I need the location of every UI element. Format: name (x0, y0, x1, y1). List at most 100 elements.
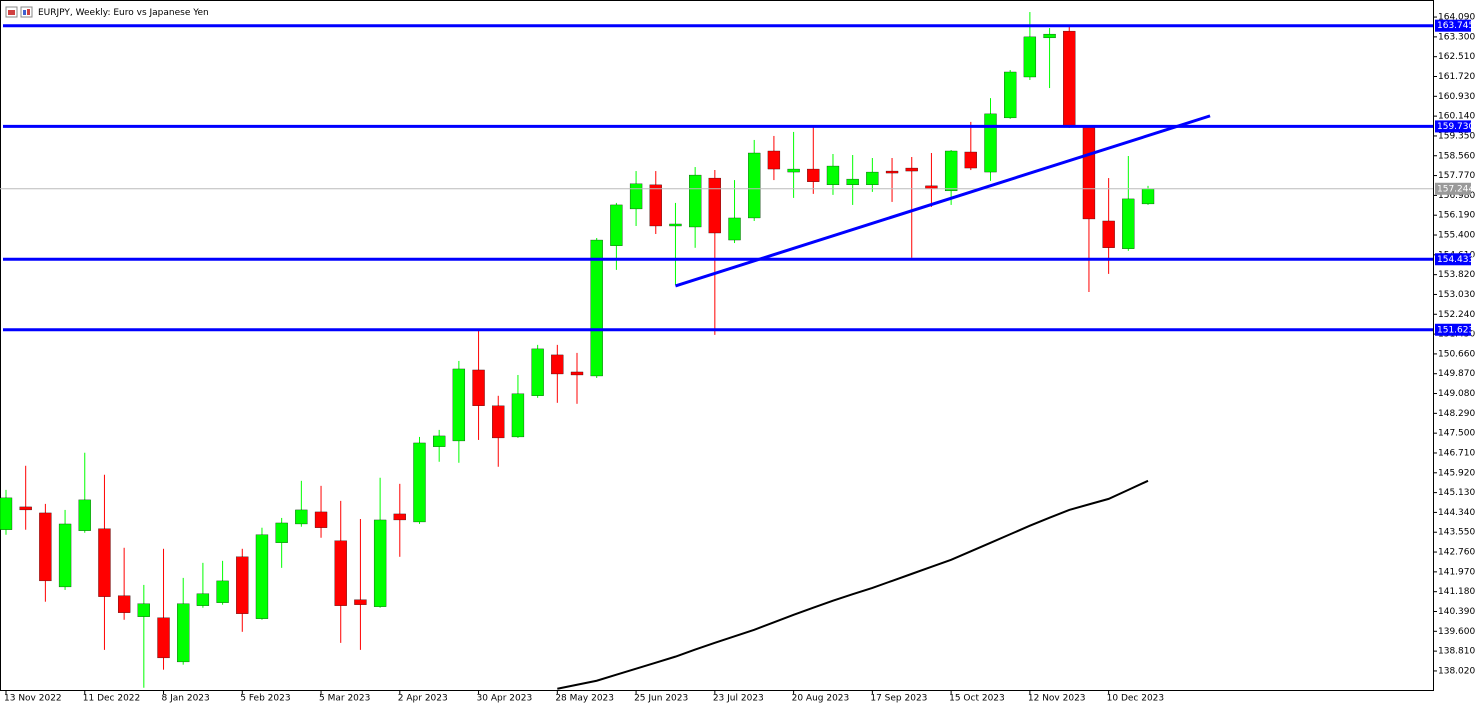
candle-body (492, 405, 505, 439)
candle-body (944, 150, 958, 192)
candle-body (19, 506, 32, 511)
candle-body (984, 113, 997, 173)
icon (20, 6, 33, 18)
plot-frame (0, 0, 1434, 691)
y-tick-label: 144.340 (1438, 508, 1475, 518)
candle-body (216, 580, 229, 603)
y-tick-label: 143.550 (1438, 528, 1475, 538)
x-tick-label: 15 Oct 2023 (949, 694, 1005, 704)
candle-body (1122, 198, 1135, 249)
x-tick-label: 5 Feb 2023 (240, 694, 290, 704)
candle-body (1004, 71, 1017, 119)
candle-body (433, 435, 446, 447)
moving-average (557, 479, 1149, 690)
y-tick-label: 163.300 (1438, 32, 1475, 42)
icon (23, 10, 26, 15)
candle-body (78, 499, 91, 531)
y-tick-label: 160.930 (1438, 92, 1475, 102)
symbol-icons (5, 6, 33, 18)
y-tick-label: 140.390 (1438, 607, 1475, 617)
level-label: 163.745 (1437, 21, 1474, 31)
candle-body (0, 497, 13, 530)
candle-body (98, 528, 111, 597)
candle-body (885, 170, 899, 174)
candle-body (570, 371, 584, 376)
y-tick-label: 153.820 (1438, 270, 1475, 280)
y-tick-label: 162.510 (1438, 52, 1475, 62)
candle-body (196, 593, 210, 606)
candle-body (826, 165, 840, 186)
x-tick-label: 5 Mar 2023 (319, 694, 370, 704)
candle-body (39, 512, 52, 582)
candle-body (452, 368, 466, 442)
candle-body (1141, 188, 1155, 205)
trend-line (675, 114, 1211, 288)
y-tick-label: 145.130 (1438, 488, 1475, 498)
candle-body (1043, 33, 1056, 39)
candle-body (905, 167, 918, 172)
y-tick-label: 149.080 (1438, 389, 1475, 399)
candle-body (1102, 220, 1115, 248)
x-tick-label: 28 May 2023 (555, 694, 614, 704)
level-tag (1435, 120, 1471, 133)
x-tick-label: 10 Dec 2023 (1107, 694, 1165, 704)
candle-body (275, 522, 288, 543)
candle-body (767, 150, 781, 170)
x-tick-label: 23 Jul 2023 (713, 694, 764, 704)
candle-body (708, 177, 721, 234)
y-tick-label: 149.870 (1438, 369, 1475, 379)
icon (27, 9, 30, 15)
y-tick-label: 146.710 (1438, 448, 1475, 458)
x-tick-label: 30 Apr 2023 (477, 694, 533, 704)
y-tick-label: 141.970 (1438, 567, 1475, 577)
candle-body (649, 184, 662, 227)
y-tick-label: 156.190 (1438, 211, 1475, 221)
level-tag (1435, 253, 1471, 266)
y-tick-label: 145.920 (1438, 468, 1475, 478)
candle-body (669, 223, 682, 227)
current-price-label: 157.244 (1437, 184, 1474, 194)
candle-body (1063, 30, 1076, 128)
y-tick-label: 158.560 (1438, 151, 1475, 161)
x-tick-label: 17 Sep 2023 (870, 694, 927, 704)
candle-body (373, 519, 387, 607)
candle-body (551, 354, 564, 375)
y-tick-label: 160.140 (1438, 112, 1475, 122)
candle-body (117, 595, 131, 613)
y-tick-label: 139.600 (1438, 627, 1475, 637)
candle-body (689, 174, 702, 228)
level-tag (1435, 323, 1471, 336)
x-tick-label: 13 Nov 2022 (4, 694, 62, 704)
y-tick-label: 142.760 (1438, 548, 1475, 558)
candle-body (255, 534, 269, 619)
candle-body (728, 217, 741, 241)
y-tick-label: 152.240 (1438, 310, 1475, 320)
candle-body (354, 599, 367, 605)
x-tick-label: 20 Aug 2023 (792, 694, 850, 704)
candle-body (787, 168, 800, 173)
y-tick-label: 157.770 (1438, 171, 1475, 181)
candle-body (1023, 36, 1037, 78)
y-tick-label: 164.090 (1438, 13, 1475, 23)
candle-body (334, 540, 347, 606)
candle-body (590, 239, 603, 377)
candle-body (58, 523, 72, 588)
x-tick-label: 11 Dec 2022 (83, 694, 141, 704)
candle-body (236, 556, 249, 614)
level-tag (1435, 19, 1471, 32)
x-tick-label: 2 Apr 2023 (398, 694, 448, 704)
candle-body (846, 178, 859, 186)
candle-body (177, 603, 190, 663)
x-tick-label: 12 Nov 2023 (1028, 694, 1086, 704)
candle-body (964, 151, 977, 169)
candle-body (472, 369, 485, 406)
level-label: 154.433 (1437, 255, 1474, 265)
current-price-tag (1435, 182, 1471, 195)
candle-body (157, 617, 170, 659)
candle-body (314, 511, 328, 528)
x-tick-label: 25 Jun 2023 (634, 694, 688, 704)
y-tick-label: 155.400 (1438, 231, 1475, 241)
candle-body (1082, 126, 1096, 220)
y-tick-label: 147.500 (1438, 429, 1475, 439)
